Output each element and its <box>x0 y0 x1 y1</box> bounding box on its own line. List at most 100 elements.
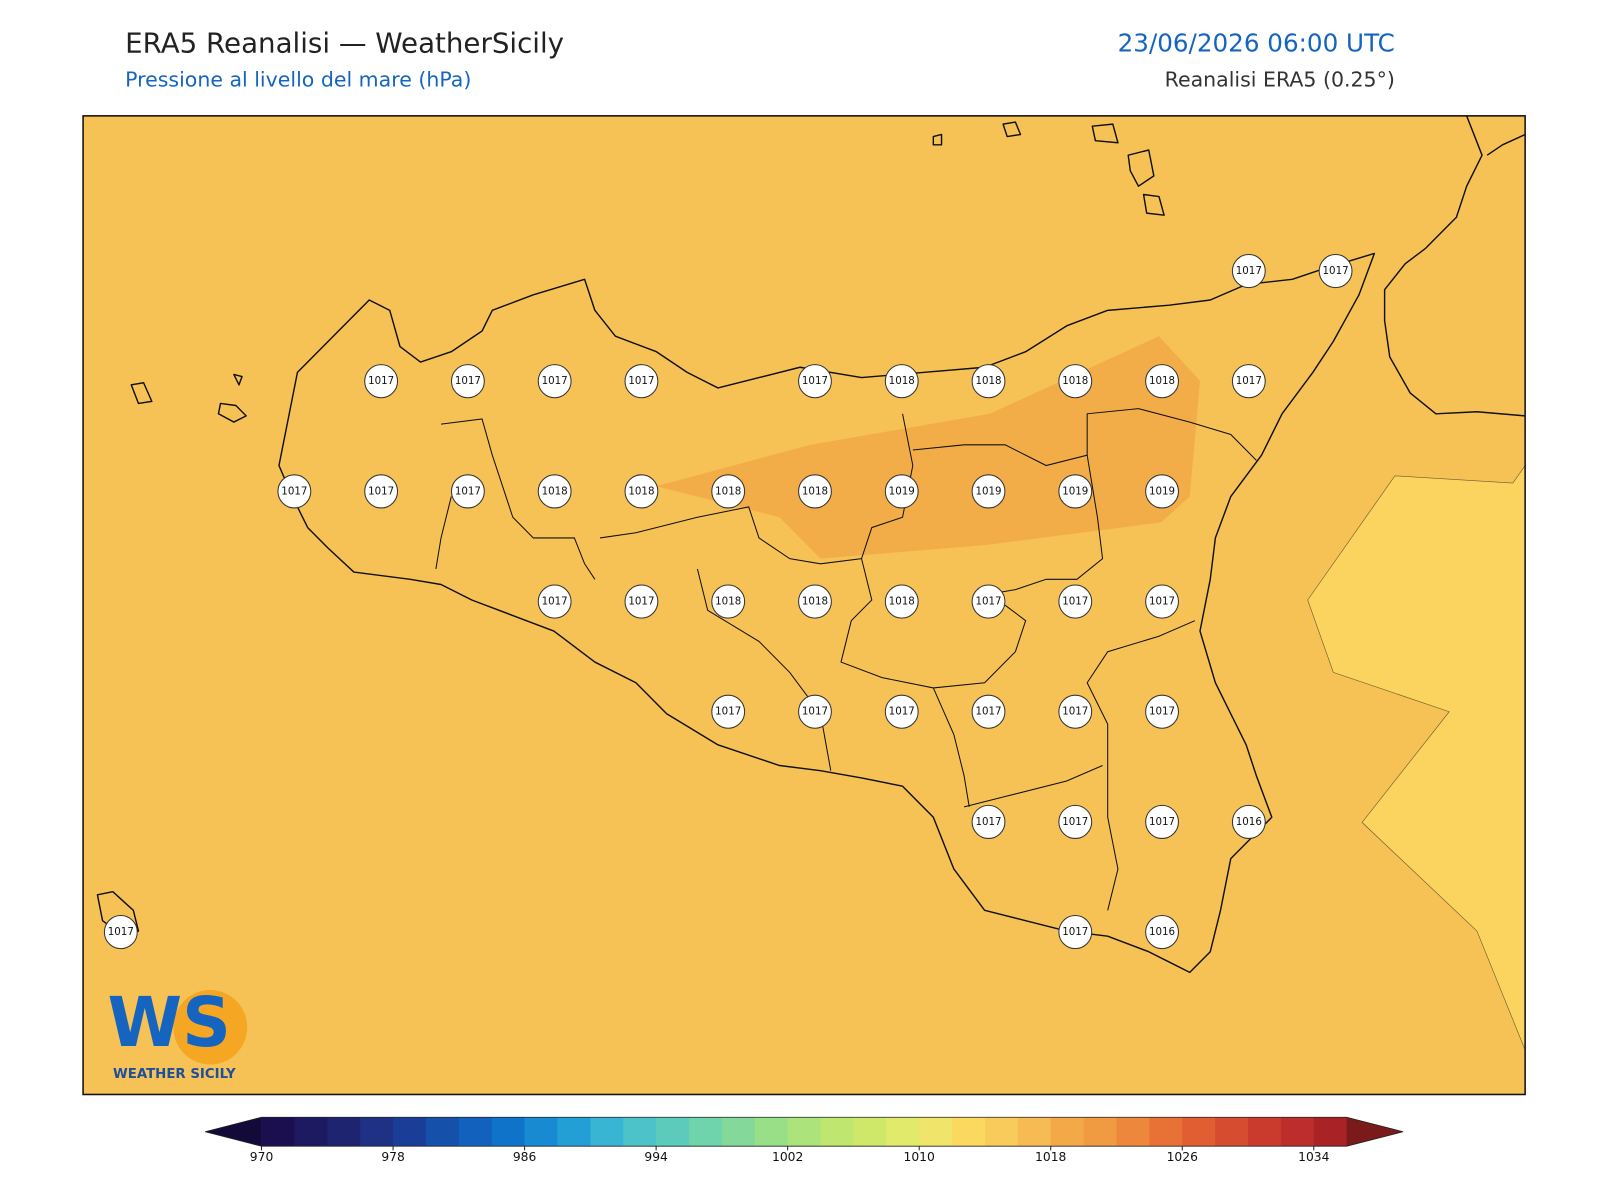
station-marker <box>537 474 572 509</box>
station-value: 1017 <box>802 706 828 718</box>
station-marker <box>971 804 1006 839</box>
station-value: 1018 <box>1062 375 1088 387</box>
station-value: 1018 <box>889 596 915 608</box>
station-value: 1017 <box>455 485 481 497</box>
station-value: 1017 <box>1149 596 1175 608</box>
map-frame <box>82 115 1526 1096</box>
colorbar-cell <box>294 1117 328 1147</box>
station-marker <box>624 364 659 399</box>
station-value: 1017 <box>1236 375 1262 387</box>
station-value: 1017 <box>455 375 481 387</box>
colorbar-cell <box>425 1117 460 1147</box>
logo: WS WEATHER SICILY <box>108 984 248 1082</box>
station-value: 1018 <box>715 596 741 608</box>
station-value: 1017 <box>368 485 394 497</box>
coastline <box>1486 133 1526 156</box>
station-marker <box>971 694 1006 729</box>
station-marker <box>1145 915 1179 950</box>
colorbar-tick-label: 986 <box>513 1150 537 1164</box>
colorbar-cell <box>393 1117 427 1147</box>
station-marker <box>1145 804 1179 839</box>
logo-sun <box>173 990 248 1065</box>
colorbar-cell <box>1215 1117 1249 1147</box>
station-marker <box>624 474 659 509</box>
station-value: 1017 <box>542 375 568 387</box>
station-value: 1017 <box>1062 596 1088 608</box>
station-marker <box>364 474 399 509</box>
colorbar-cell <box>886 1117 920 1147</box>
colorbar-cell <box>327 1117 361 1147</box>
station-marker <box>1058 364 1093 399</box>
island <box>96 121 1165 937</box>
station-marker <box>798 364 832 399</box>
station-marker <box>711 474 746 509</box>
station-marker <box>711 584 746 619</box>
source: Reanalisi ERA5 (0.25°) <box>1165 68 1395 92</box>
station-value: 1017 <box>1149 706 1175 718</box>
station-value: 1017 <box>542 596 568 608</box>
station-marker <box>1231 804 1266 839</box>
colorbar-cell <box>754 1117 789 1147</box>
station-value: 1018 <box>802 485 828 497</box>
logo-mark: WS <box>108 984 231 1063</box>
colorbar-cell <box>1248 1117 1282 1147</box>
station-marker <box>103 915 138 950</box>
station-value: 1017 <box>1062 816 1088 828</box>
station-value: 1018 <box>715 485 741 497</box>
station-marker <box>450 364 485 399</box>
station-marker <box>450 474 485 509</box>
station-marker <box>798 474 832 509</box>
contour-area <box>1307 464 1526 1051</box>
colorbar-under <box>205 1117 262 1147</box>
subtitle: Pressione al livello del mare (hPa) <box>125 68 471 92</box>
logo-name: WEATHER SICILY <box>113 1067 236 1082</box>
station-marker <box>624 584 659 619</box>
station-value: 1018 <box>889 375 915 387</box>
station-marker <box>1145 474 1179 509</box>
station-value: 1017 <box>1149 816 1175 828</box>
station-value: 1017 <box>628 596 654 608</box>
colorbar-tick-label: 1026 <box>1167 1150 1198 1164</box>
station-marker <box>1145 364 1179 399</box>
colorbar-cell <box>1313 1117 1348 1147</box>
station-marker <box>711 694 746 729</box>
station-value: 1019 <box>1149 485 1175 497</box>
colorbar-cell <box>1017 1117 1052 1147</box>
colorbar: 970 978 986 994 1002 1010 1018 1026 1034 <box>205 1116 1404 1164</box>
station-value: 1017 <box>628 375 654 387</box>
station-marker <box>971 584 1006 619</box>
colorbar-cell <box>721 1117 756 1147</box>
colorbar-over <box>1346 1117 1404 1147</box>
station-marker <box>884 694 919 729</box>
station-marker <box>1058 584 1093 619</box>
station-value: 1017 <box>975 816 1001 828</box>
station-marker <box>884 474 919 509</box>
colorbar-cell <box>1182 1117 1216 1147</box>
station-value: 1018 <box>975 375 1001 387</box>
colorbar-cell <box>623 1117 657 1147</box>
station-marker <box>537 584 572 619</box>
colorbar-cell <box>1050 1117 1085 1147</box>
coastline <box>1383 115 1526 417</box>
station-value: 1017 <box>889 706 915 718</box>
colorbar-tick-label: 1010 <box>904 1150 935 1164</box>
province-border <box>435 408 1257 911</box>
colorbar-outline <box>205 1116 1404 1147</box>
colorbar-cell <box>919 1117 953 1147</box>
station-marker <box>798 584 832 619</box>
colorbar-cell <box>1149 1117 1183 1147</box>
colorbar-cell <box>820 1117 854 1147</box>
colorbar-cell <box>1083 1117 1118 1147</box>
station-value: 1017 <box>1062 926 1088 938</box>
map <box>82 115 1526 1096</box>
colorbar-cell <box>261 1117 295 1147</box>
station-marker <box>364 364 399 399</box>
colorbar-cell <box>952 1117 986 1147</box>
station-value: 1019 <box>889 485 915 497</box>
station-value: 1017 <box>108 926 134 938</box>
colorbar-cell <box>656 1117 690 1147</box>
station-value: 1017 <box>802 375 828 387</box>
colorbar-tick-label: 1018 <box>1035 1150 1066 1164</box>
